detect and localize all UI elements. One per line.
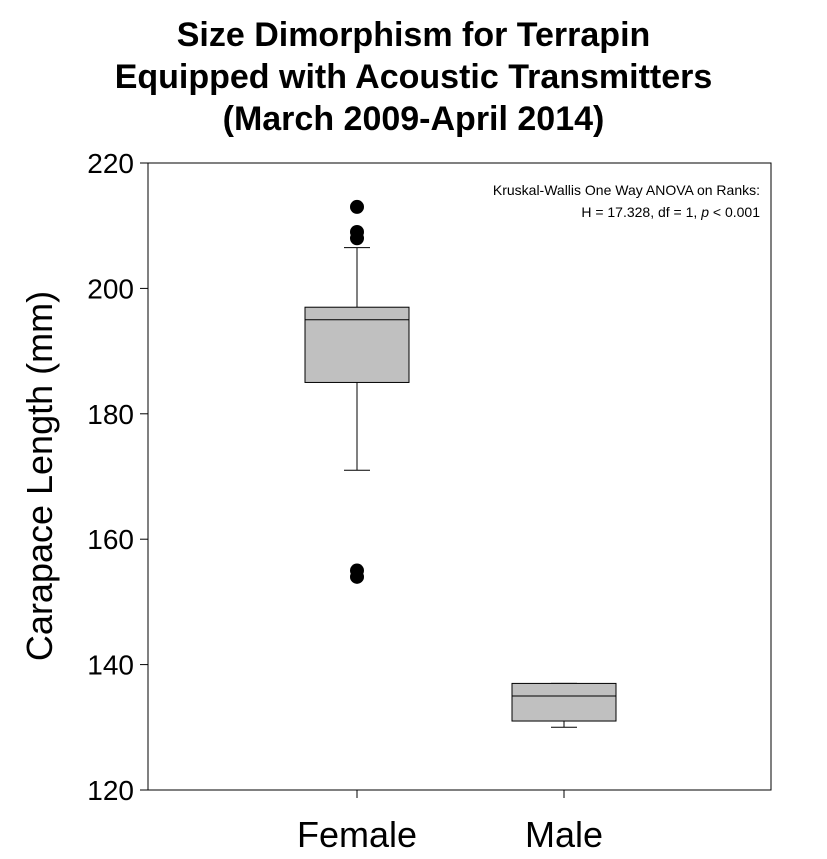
outlier-point — [350, 199, 364, 214]
box-iqr — [511, 682, 617, 722]
annotation-line-2: H = 17.328, df = 1, p < 0.001 — [581, 204, 760, 220]
annotation-p-value: < 0.001 — [709, 204, 760, 220]
y-tick-label: 140 — [87, 650, 134, 681]
x-axis: Female Male — [297, 790, 603, 855]
chart-title: Size Dimorphism for Terrapin Equipped wi… — [0, 14, 827, 140]
y-tick-label: 120 — [87, 775, 134, 806]
y-tick-label: 220 — [87, 148, 134, 179]
box-series — [304, 199, 617, 728]
y-axis-title: Carapace Length (mm) — [19, 291, 60, 661]
annotation-p-symbol: p — [700, 204, 709, 220]
x-tick-label: Male — [525, 814, 603, 855]
y-tick-label: 180 — [87, 399, 134, 430]
annotation-stats: H = 17.328, df = 1, — [581, 204, 701, 220]
chart-title-line-3: (March 2009-April 2014) — [222, 100, 605, 138]
chart-title-line-2: Equipped with Acoustic Transmitters — [114, 58, 713, 96]
x-tick-label: Female — [297, 814, 417, 855]
y-tick-label: 200 — [87, 273, 134, 304]
outlier-point — [350, 569, 364, 584]
y-tick-label: 160 — [87, 524, 134, 555]
plot-frame — [147, 162, 772, 791]
annotation-line-1: Kruskal-Wallis One Way ANOVA on Ranks: — [493, 182, 760, 198]
box-iqr — [304, 306, 410, 383]
chart-title-line-1: Size Dimorphism for Terrapin — [176, 16, 651, 54]
outlier-point — [350, 231, 364, 246]
y-axis: 120 140 160 180 200 220 — [87, 148, 148, 806]
